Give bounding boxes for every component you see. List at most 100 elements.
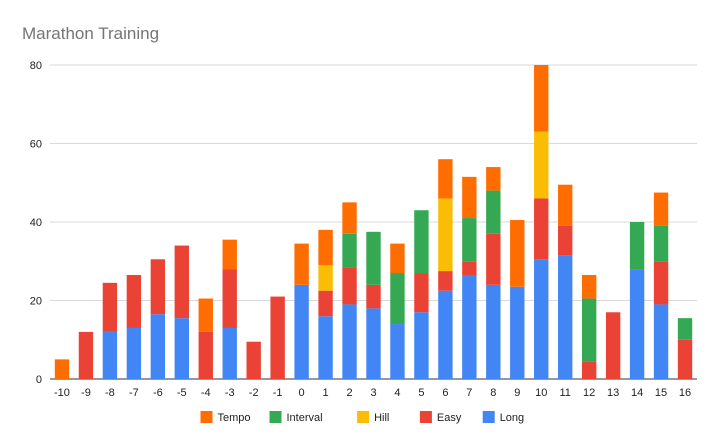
x-tick-label: 4 xyxy=(394,387,400,399)
bar-tempo-10 xyxy=(534,65,549,132)
bar-tempo-2 xyxy=(342,202,357,234)
bar-long-5 xyxy=(414,312,429,379)
bar-interval-8 xyxy=(486,190,501,234)
bar-long-6 xyxy=(438,290,453,379)
x-tick-label: 16 xyxy=(679,387,691,399)
bar-interval-15 xyxy=(653,225,669,262)
legend-swatch-interval xyxy=(269,411,282,423)
y-tick-label: 40 xyxy=(30,217,42,229)
bar-easy--8 xyxy=(102,282,118,332)
bar-long-1 xyxy=(318,316,333,379)
bar-easy--1 xyxy=(270,296,285,379)
bar-tempo--4 xyxy=(198,298,213,332)
bar-long-2 xyxy=(342,304,357,379)
legend-label-long: Long xyxy=(500,412,524,424)
bar-easy-10 xyxy=(534,198,549,260)
bars xyxy=(54,65,693,379)
x-tick-label: 3 xyxy=(370,387,376,399)
x-tick-label: -7 xyxy=(129,387,139,399)
y-tick-label: 20 xyxy=(30,296,42,308)
bar-easy-11 xyxy=(558,225,573,256)
bar-easy-13 xyxy=(605,312,621,379)
bar-long-4 xyxy=(390,324,405,379)
legend-label-interval: Interval xyxy=(287,412,323,424)
bar-tempo-11 xyxy=(558,184,573,226)
bar-easy-6 xyxy=(438,271,453,291)
bar-tempo-6 xyxy=(438,159,453,199)
bar-hill-10 xyxy=(534,131,549,199)
x-tick-label: 5 xyxy=(418,387,424,399)
x-tick-label: 8 xyxy=(490,387,496,399)
bar-long-15 xyxy=(653,304,669,379)
x-tick-label: 0 xyxy=(299,387,305,399)
bar-long-0 xyxy=(294,284,309,379)
bar-interval-2 xyxy=(342,233,357,268)
x-tick-label: 10 xyxy=(535,387,547,399)
bar-long--7 xyxy=(126,327,142,379)
y-tick-label: 60 xyxy=(30,139,42,151)
legend-swatch-hill xyxy=(357,411,370,423)
x-tick-label: -1 xyxy=(273,387,283,399)
bar-hill-6 xyxy=(438,198,453,272)
legend: Tempo Interval Hill Easy Long xyxy=(200,411,524,424)
x-tick-label: -8 xyxy=(105,387,115,399)
x-tick-label: -9 xyxy=(81,387,91,399)
bar-interval-14 xyxy=(629,222,645,270)
bar-tempo-15 xyxy=(653,192,669,226)
bar-easy-8 xyxy=(486,233,501,285)
legend-label-hill: Hill xyxy=(374,412,389,424)
bar-interval-16 xyxy=(677,318,693,340)
bar-easy--4 xyxy=(198,331,213,379)
bar-tempo--3 xyxy=(222,239,237,270)
x-tick-label: 2 xyxy=(346,387,352,399)
bar-long-3 xyxy=(366,308,381,379)
x-tick-label: -5 xyxy=(177,387,187,399)
bar-tempo--10 xyxy=(54,359,70,379)
x-tick-label: 6 xyxy=(442,387,448,399)
x-tick-label: -3 xyxy=(225,387,235,399)
bar-hill-1 xyxy=(318,265,333,291)
bar-long--6 xyxy=(150,314,166,379)
bar-tempo-4 xyxy=(390,243,405,274)
bar-easy--7 xyxy=(126,274,142,328)
x-tick-label: 15 xyxy=(655,387,667,399)
x-tick-label: 11 xyxy=(559,387,570,399)
legend-swatch-long xyxy=(482,411,495,423)
bar-long-14 xyxy=(629,269,645,379)
bar-interval-5 xyxy=(414,210,429,274)
x-tick-label: 14 xyxy=(631,387,643,399)
x-tick-label: 7 xyxy=(466,387,472,399)
bar-easy-1 xyxy=(318,290,333,317)
bar-tempo-7 xyxy=(462,176,477,219)
x-tick-label: 13 xyxy=(607,387,619,399)
bar-long-10 xyxy=(534,259,549,379)
bar-interval-3 xyxy=(366,231,381,285)
y-axis-ticks: 0 20 40 60 80 xyxy=(30,60,42,386)
bar-interval-7 xyxy=(462,218,477,262)
bar-easy--3 xyxy=(222,269,237,328)
y-tick-label: 0 xyxy=(36,374,42,386)
bar-tempo-1 xyxy=(318,229,333,266)
x-tick-label: 12 xyxy=(583,387,595,399)
chart-title: Marathon Training xyxy=(22,24,159,43)
x-tick-label: -10 xyxy=(54,387,70,399)
bar-easy--5 xyxy=(174,245,189,319)
bar-tempo-12 xyxy=(581,274,597,299)
x-tick-label: 9 xyxy=(514,387,520,399)
bar-easy-3 xyxy=(366,284,381,309)
bar-tempo-8 xyxy=(486,167,501,191)
bar-easy-5 xyxy=(414,273,429,313)
bar-long-9 xyxy=(510,286,525,379)
x-tick-label: -6 xyxy=(153,387,163,399)
y-tick-label: 80 xyxy=(30,60,42,72)
bar-easy-16 xyxy=(677,339,693,379)
bar-easy--6 xyxy=(150,259,166,315)
bar-interval-12 xyxy=(581,298,597,362)
bar-long-11 xyxy=(558,255,573,379)
bar-long-7 xyxy=(462,274,477,379)
legend-label-easy: Easy xyxy=(437,412,462,424)
x-tick-label: -2 xyxy=(249,387,259,399)
bar-long--3 xyxy=(222,327,237,379)
